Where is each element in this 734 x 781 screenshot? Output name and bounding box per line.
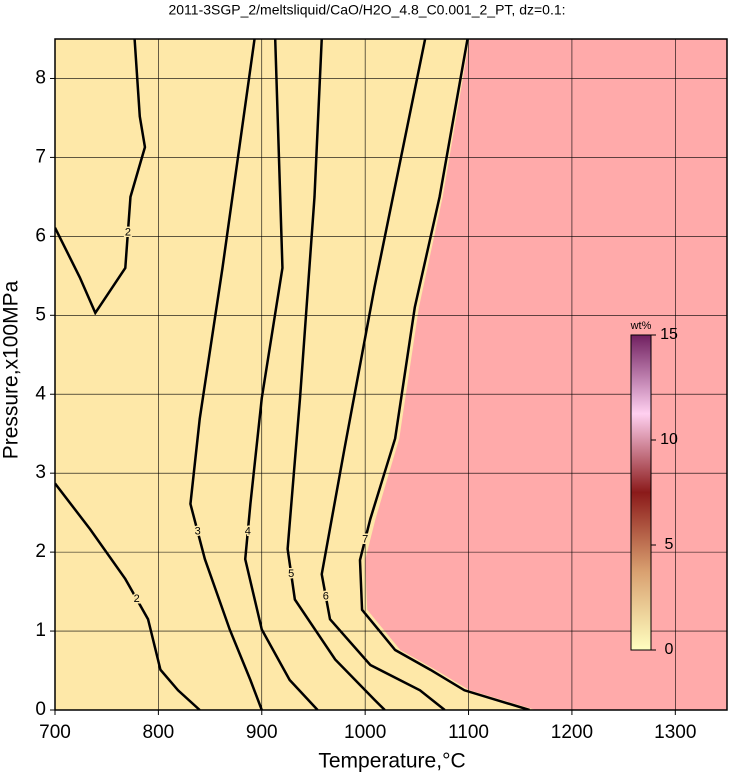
y-tick-label: 1 xyxy=(35,620,46,641)
contour-line xyxy=(243,39,319,710)
contour-label: 2 xyxy=(134,593,140,605)
colorbar-tick-label: 0 xyxy=(665,641,674,658)
y-tick-label: 0 xyxy=(35,699,46,720)
contour-line xyxy=(55,482,201,710)
y-tick-label: 3 xyxy=(35,462,46,483)
y-tick-label: 5 xyxy=(35,304,46,325)
contour-line xyxy=(320,39,446,710)
x-tick-label: 900 xyxy=(246,722,278,743)
contour-line xyxy=(189,39,263,710)
y-axis-label: Pressure,x100MPa xyxy=(0,280,23,459)
x-tick-label: 1200 xyxy=(551,722,593,743)
plot-frame xyxy=(54,38,728,711)
colorbar-tick-label: 15 xyxy=(660,326,678,343)
colorbar-tick-label: 5 xyxy=(665,536,674,553)
x-tick-label: 1000 xyxy=(344,722,386,743)
colorbar-tick-label: 10 xyxy=(660,431,678,448)
colorbar-label: wt% xyxy=(630,320,652,332)
contour-label: 3 xyxy=(195,525,201,537)
contour-label: 2 xyxy=(125,226,131,238)
contour-label: 5 xyxy=(288,568,294,580)
contour-label: 7 xyxy=(362,533,368,545)
y-tick-label: 8 xyxy=(35,67,46,88)
y-tick-label: 6 xyxy=(35,225,46,246)
contour-line xyxy=(358,39,530,710)
plot-area: 2 2 3 4 5 6 7 xyxy=(55,39,727,710)
x-tick-label: 1100 xyxy=(448,722,489,743)
x-axis-label: Temperature,°C xyxy=(318,750,465,773)
contour-label: 6 xyxy=(323,591,329,603)
x-tick-label: 800 xyxy=(143,722,175,743)
y-tick-label: 4 xyxy=(35,383,46,404)
contour-label: 4 xyxy=(245,525,251,537)
x-tick-label: 700 xyxy=(39,722,71,743)
contour-line xyxy=(286,39,386,710)
x-tick-label: 1300 xyxy=(654,722,696,743)
y-tick-label: 7 xyxy=(35,146,46,167)
chart-title: 2011-3SGP_2/meltsliquid/CaO/H2O_4.8_C0.0… xyxy=(168,2,565,18)
y-tick-label: 2 xyxy=(35,541,46,562)
overlay: 700 800 900 1000 1100 1200 1300 0 1 2 3 4 5 6 7 8 wt% 0 5 1… xyxy=(35,38,728,743)
colorbar xyxy=(630,334,652,651)
contour-line xyxy=(55,39,147,316)
